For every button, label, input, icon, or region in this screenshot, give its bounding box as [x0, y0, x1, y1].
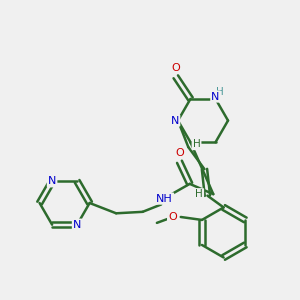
Text: N: N [211, 92, 220, 101]
Text: H: H [216, 86, 224, 97]
Text: O: O [175, 148, 184, 158]
Text: O: O [171, 63, 180, 73]
Text: N: N [171, 116, 179, 126]
Text: O: O [168, 212, 177, 222]
Text: H: H [193, 139, 200, 149]
Text: N: N [48, 176, 56, 186]
Text: NH: NH [156, 194, 173, 204]
Text: H: H [195, 189, 203, 199]
Text: N: N [73, 220, 81, 230]
